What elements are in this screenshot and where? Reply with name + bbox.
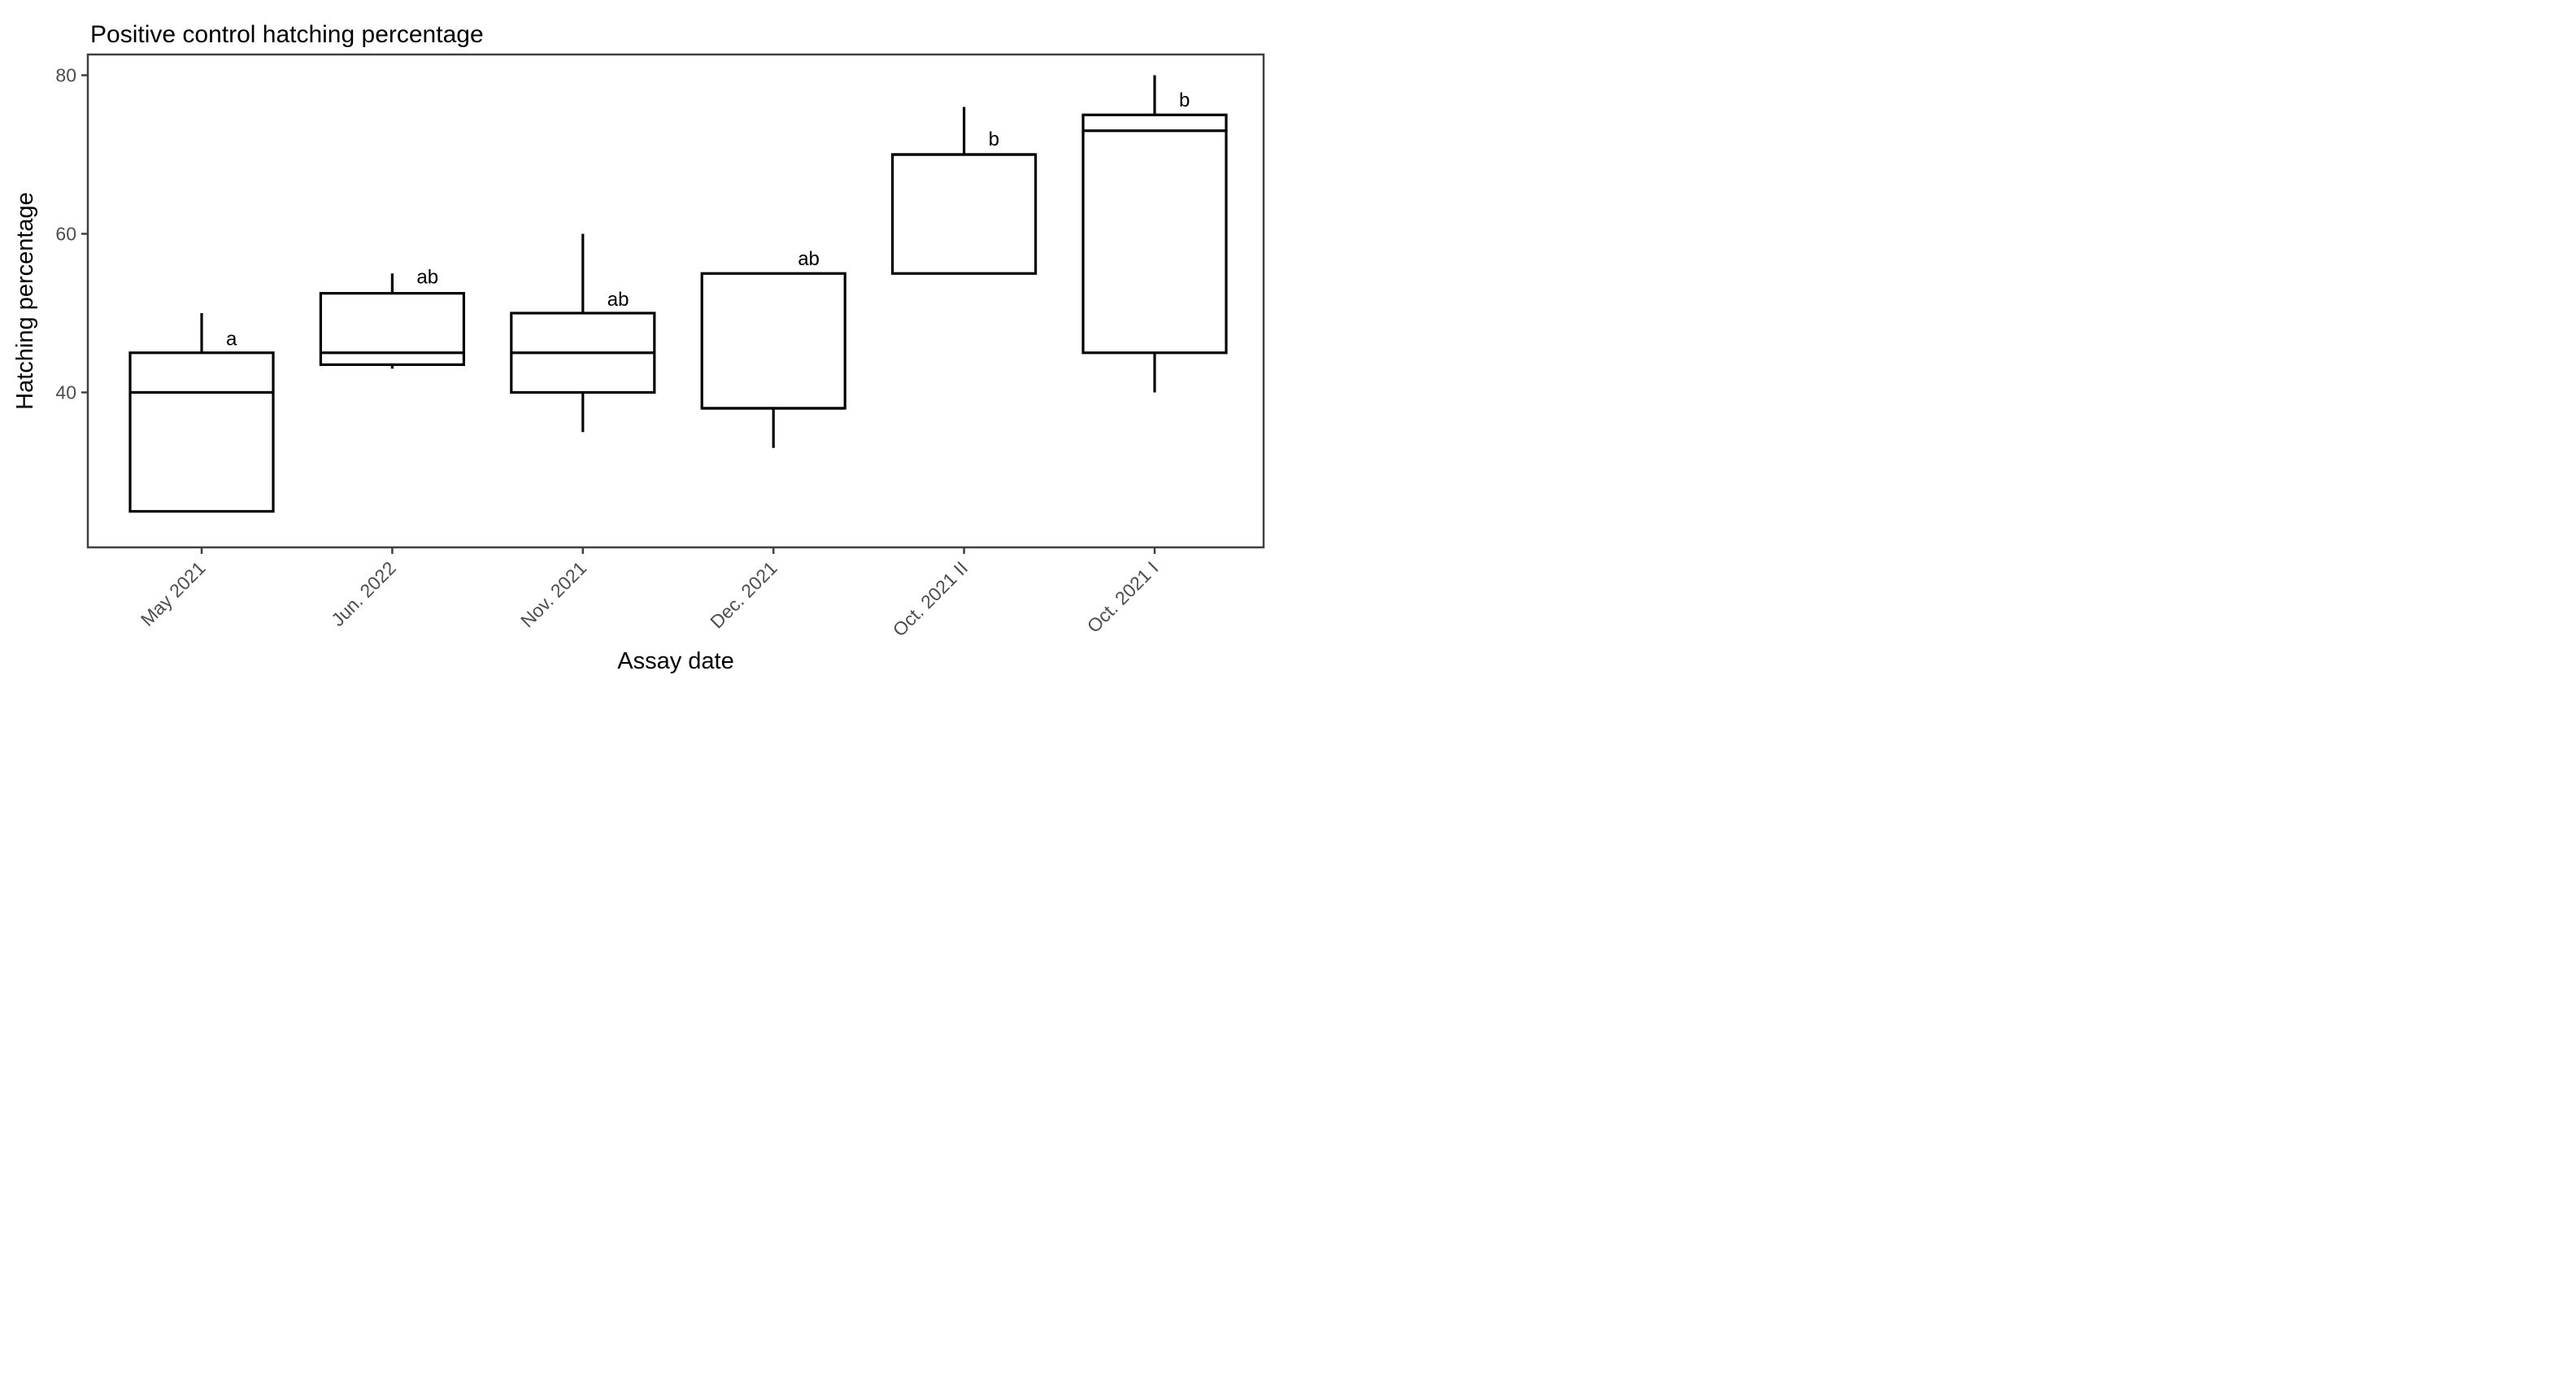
significance-letter: ab (416, 267, 438, 289)
plot-panel-border (86, 53, 1265, 549)
y-axis-title: Hatching percentage (12, 192, 38, 410)
x-tick-label: May 2021 (137, 557, 210, 630)
y-tick-label: 40 (55, 382, 76, 403)
significance-letter: b (989, 129, 999, 150)
significance-letter: ab (798, 248, 820, 270)
y-tick-label: 80 (55, 65, 76, 86)
box-iqr (700, 272, 846, 410)
y-tick-label: 60 (55, 224, 76, 245)
x-axis-title: Assay date (617, 648, 733, 674)
x-tick-label: Nov. 2021 (516, 557, 590, 631)
significance-letter: a (226, 329, 237, 351)
significance-letter: b (1179, 89, 1190, 111)
box-iqr (890, 153, 1038, 275)
box-iqr (128, 351, 275, 513)
x-tick-label: Dec. 2021 (706, 557, 781, 633)
box-iqr (1081, 113, 1228, 355)
x-tick-label: Oct. 2021 I (1083, 557, 1163, 637)
chart-canvas: 40 60 80 May 2021 Jun. 2022 Nov. 2021 Dec. 202… (12, 21, 1265, 674)
chart-title: Positive control hatching percentage (90, 21, 484, 48)
x-tick-label: Jun. 2022 (327, 557, 400, 630)
boxplot-figure: 40 60 80 May 2021 Jun. 2022 Nov. 2021 Dec. 202… (0, 0, 1288, 690)
x-tick-label: Oct. 2021 II (889, 557, 972, 640)
significance-letter: ab (607, 289, 629, 311)
